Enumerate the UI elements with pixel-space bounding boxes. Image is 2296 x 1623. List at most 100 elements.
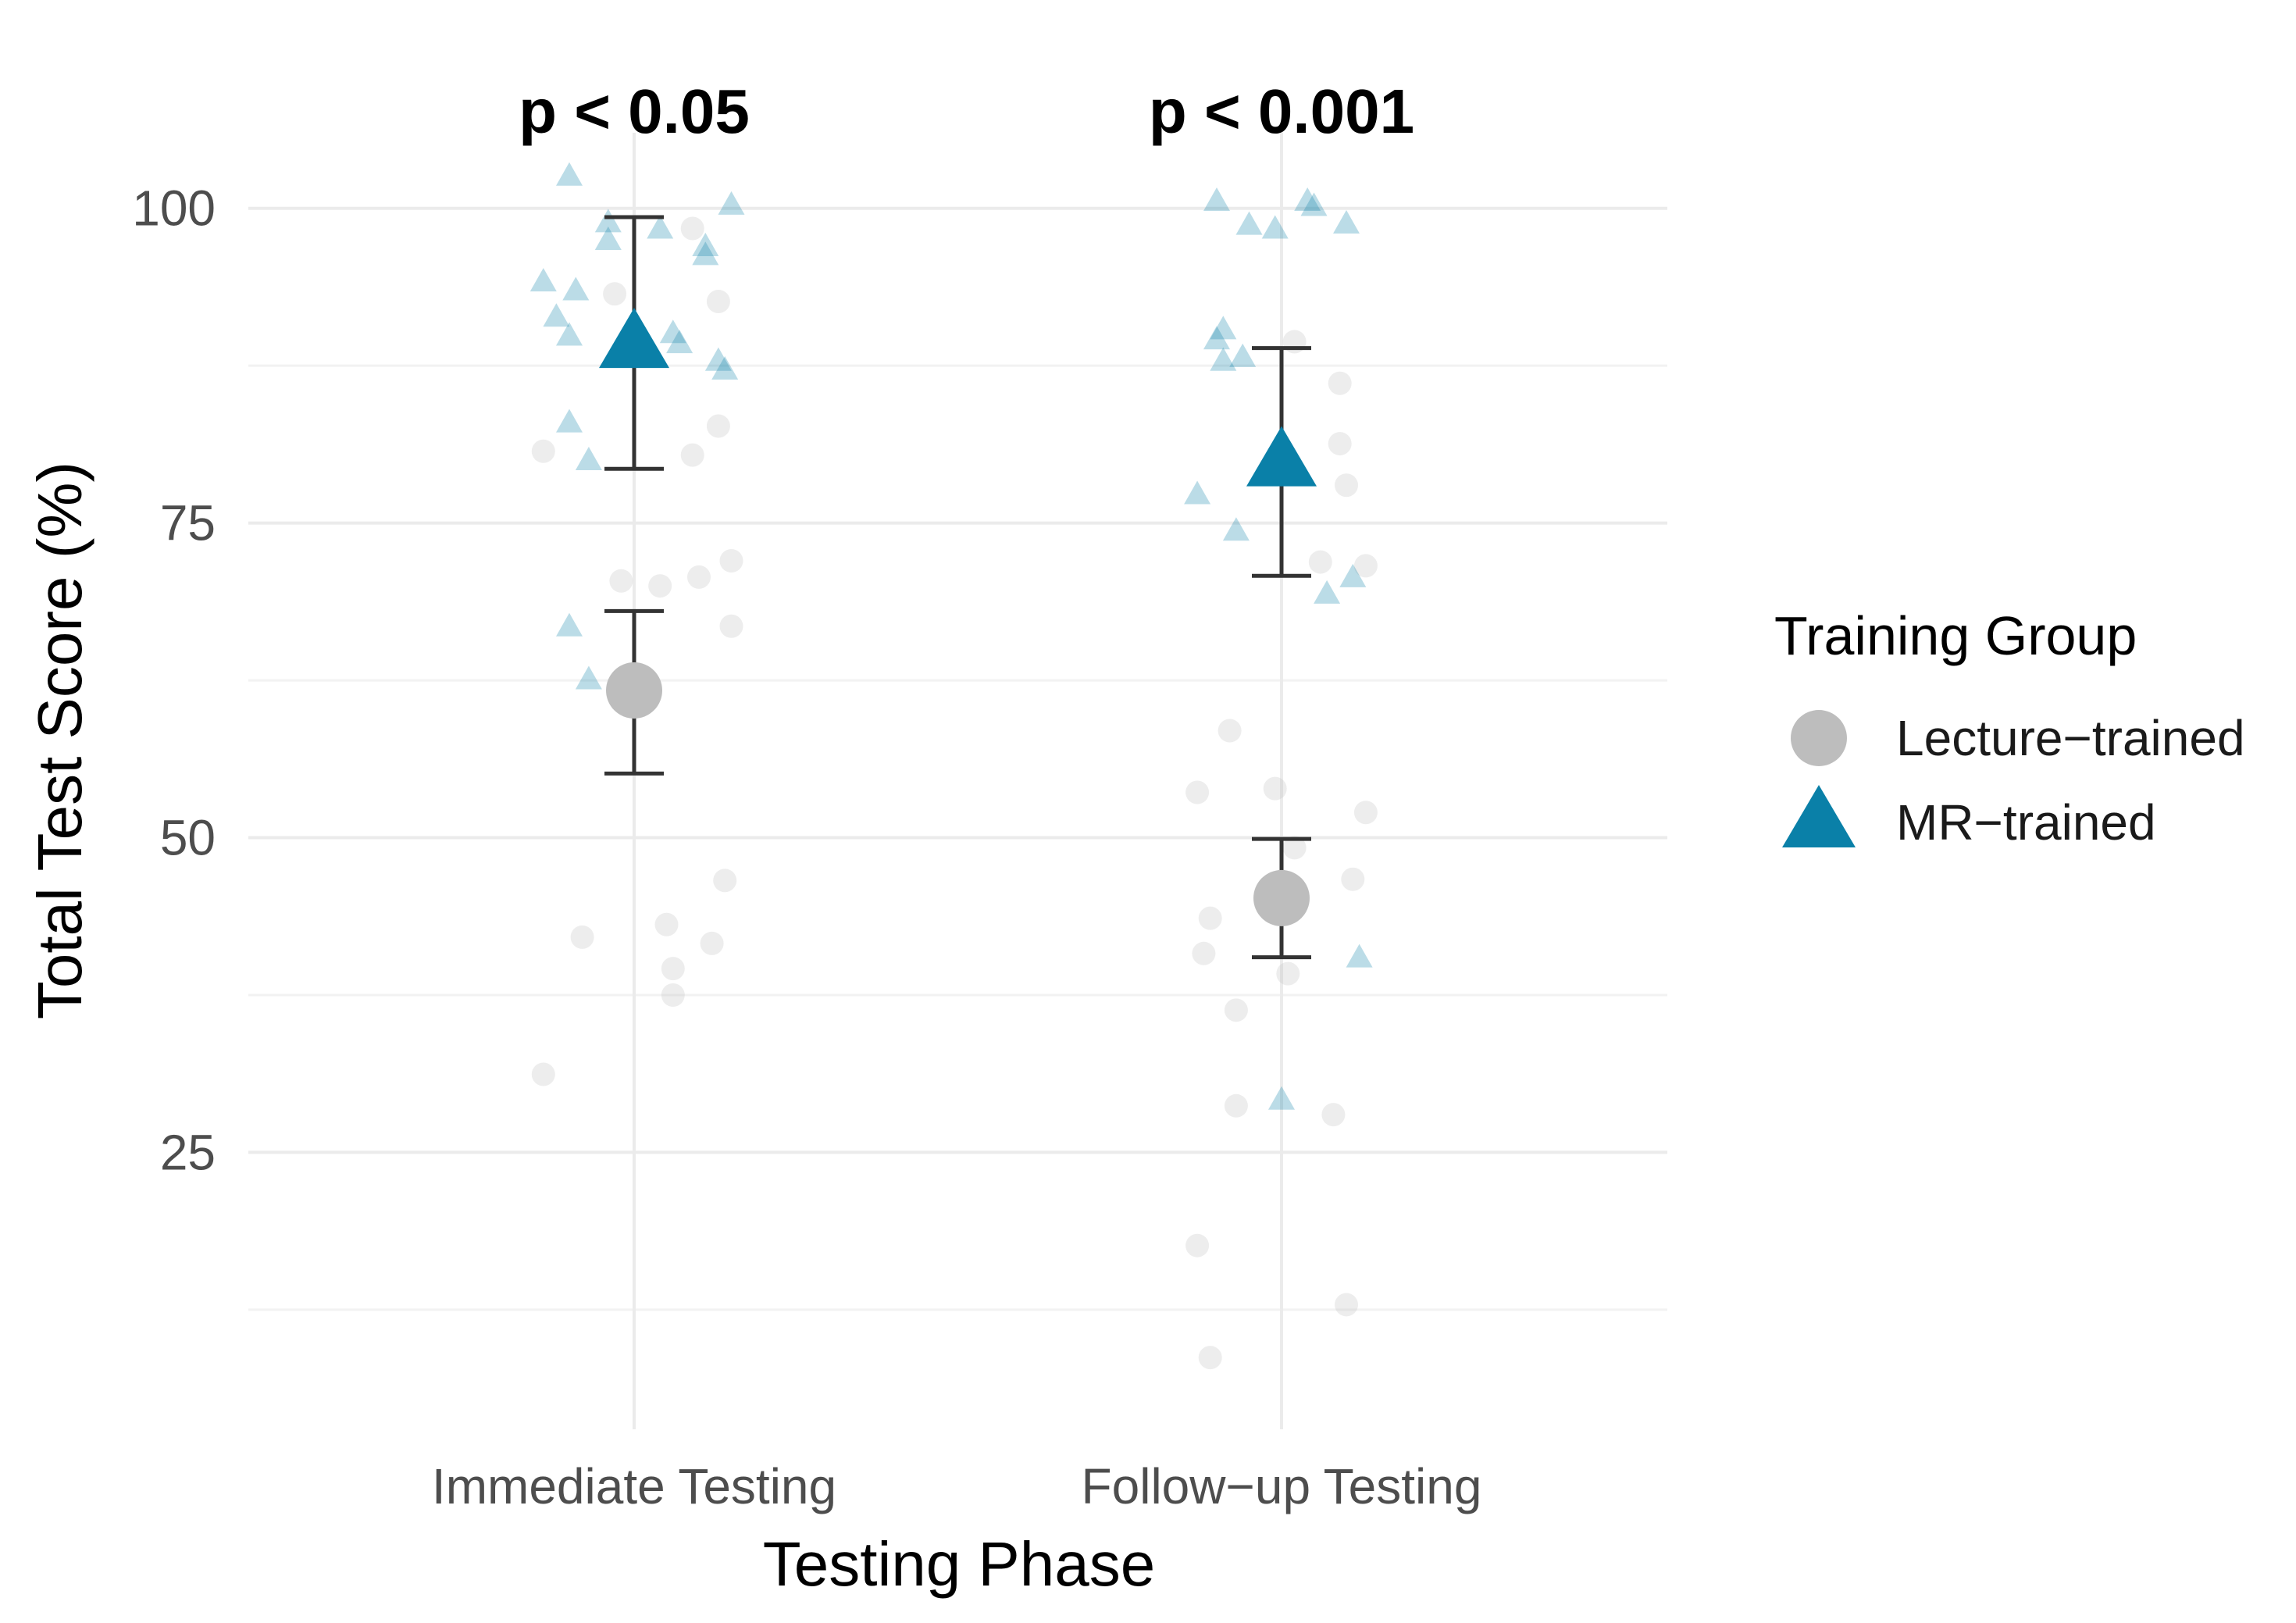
raw-point-mr [1261,215,1289,239]
raw-point-mr [575,665,602,690]
raw-points [529,162,1378,1370]
raw-point-lecture [661,957,685,981]
raw-point-lecture [1321,1103,1346,1127]
raw-point-mr [1346,943,1373,968]
raw-point-lecture [700,931,724,955]
mean-marker-mr [1246,426,1317,487]
raw-point-lecture [706,414,730,438]
legend: Training Group Lecture−trained MR−traine… [1774,605,2245,851]
raw-point-mr [556,408,583,433]
raw-point-lecture [1185,1233,1210,1257]
raw-point-lecture [531,439,555,463]
x-tick-label: Immediate Testing [432,1458,836,1514]
raw-point-lecture [1224,1093,1248,1118]
raw-point-lecture [661,983,685,1007]
raw-point-lecture [1328,432,1352,456]
raw-point-lecture [680,443,704,467]
raw-point-mr [1203,326,1230,350]
raw-point-lecture [719,548,743,573]
raw-point-lecture [719,614,743,638]
raw-point-mr [1300,192,1328,216]
raw-point-mr [711,355,739,380]
p-value-annotation: p < 0.001 [1149,77,1414,146]
raw-point-lecture [1192,941,1216,965]
raw-point-lecture [570,925,594,949]
raw-point-mr [556,612,583,637]
mean-marker-lecture [606,662,662,719]
x-axis-title: Testing Phase [763,1529,1156,1599]
raw-point-lecture [1341,867,1365,891]
raw-point-mr [594,209,622,233]
legend-triangle-icon [1782,785,1856,847]
raw-point-lecture [1276,961,1300,986]
legend-title: Training Group [1774,605,2137,666]
raw-point-lecture [1353,554,1378,578]
raw-point-lecture [1198,1346,1222,1370]
raw-point-mr [692,233,719,257]
raw-point-mr [659,319,686,344]
p-value-annotation: p < 0.05 [519,77,750,146]
mean-marker-lecture [1253,869,1310,926]
x-tick-label: Follow−up Testing [1082,1458,1482,1514]
raw-point-mr [1222,517,1250,541]
raw-point-mr [1184,480,1211,505]
raw-point-mr [718,191,745,215]
raw-point-lecture [680,216,704,241]
raw-point-mr [1203,187,1230,212]
raw-point-lecture [1308,550,1332,574]
y-axis-ticks: 25 50 75 100 [132,180,216,1181]
raw-point-lecture [1218,719,1242,743]
y-tick-label: 100 [132,180,216,237]
raw-point-lecture [1328,371,1352,395]
summary-markers [599,215,1317,960]
y-tick-label: 25 [160,1124,216,1180]
raw-point-lecture [603,282,627,306]
legend-label-mr: MR−trained [1896,794,2156,851]
raw-point-lecture [1335,473,1358,498]
grid [248,133,1667,1429]
raw-point-mr [666,330,693,354]
raw-point-lecture [1353,801,1378,825]
raw-point-mr [529,268,557,292]
raw-point-lecture [648,574,672,598]
y-axis-title: Total Test Score (%) [25,462,94,1019]
mean-marker-mr [599,308,669,369]
significance-annotations: p < 0.05 p < 0.001 [519,77,1414,146]
raw-point-mr [575,447,602,471]
raw-point-mr [556,322,583,346]
raw-point-lecture [1282,836,1307,860]
raw-point-mr [1314,580,1341,604]
raw-point-mr [704,347,732,371]
raw-point-lecture [687,565,711,589]
x-axis-ticks: Immediate Testing Follow−up Testing [432,1458,1482,1514]
raw-point-lecture [1224,998,1248,1022]
raw-point-mr [1268,1086,1295,1110]
raw-point-mr [556,162,583,186]
raw-point-mr [543,303,570,327]
raw-point-mr [1210,347,1237,371]
raw-point-lecture [713,869,737,893]
raw-point-mr [647,215,674,239]
legend-label-lecture: Lecture−trained [1896,710,2245,766]
raw-point-mr [1210,316,1237,340]
legend-circle-icon [1791,710,1847,766]
raw-point-lecture [1185,780,1210,804]
y-tick-label: 75 [160,495,216,551]
raw-point-mr [1229,343,1257,367]
raw-point-mr [1339,563,1367,587]
raw-point-mr [1235,211,1263,235]
raw-point-mr [1333,210,1360,234]
raw-point-lecture [706,289,730,313]
raw-point-mr [562,276,590,301]
raw-point-mr [1294,187,1321,212]
raw-point-lecture [1198,906,1222,930]
raw-point-mr [692,241,719,266]
raw-point-lecture [531,1062,555,1086]
raw-point-lecture [1335,1293,1358,1317]
y-tick-label: 50 [160,810,216,866]
raw-point-lecture [1263,776,1287,801]
raw-point-lecture [654,912,679,936]
raw-point-lecture [609,569,633,593]
raw-point-mr [594,226,622,250]
